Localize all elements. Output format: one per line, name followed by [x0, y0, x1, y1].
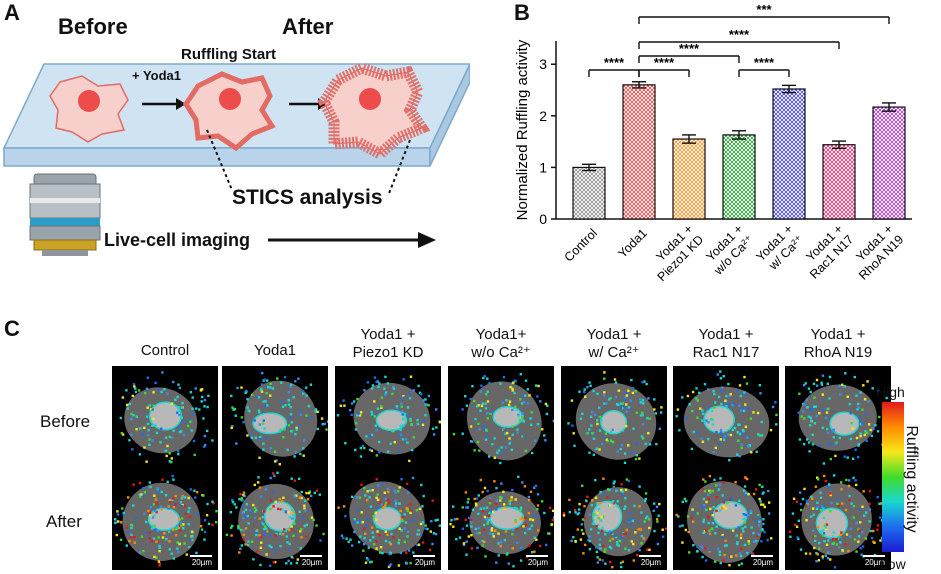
schematic-illustration	[2, 62, 470, 256]
column-header-line1: Control	[140, 342, 190, 359]
yoda-step-label: + Yoda1	[132, 68, 182, 83]
stics-analysis-label: STICS analysis	[232, 186, 383, 209]
scale-bar	[526, 555, 548, 557]
nucleus-after	[359, 88, 381, 110]
scale-bar-label: 20µm	[301, 558, 322, 567]
nucleus-before	[78, 90, 100, 112]
scale-bar	[190, 555, 212, 557]
column-header-line1: Yoda1 +	[360, 326, 416, 343]
bar-1	[572, 166, 606, 220]
bar-3	[672, 138, 706, 220]
column-header-line2: Piezo1 KD	[352, 344, 424, 361]
colorbar-low-label: Low	[880, 556, 906, 572]
significance-label: ****	[754, 55, 775, 70]
bar-7	[872, 106, 906, 220]
panel-a-label: A	[4, 0, 20, 25]
panel-b-label: B	[514, 0, 530, 25]
bar-5	[772, 88, 806, 220]
before-label: Before	[58, 14, 128, 39]
colorbar-title: Ruffling activity	[903, 425, 920, 533]
bar-6	[822, 144, 856, 220]
column-header-line1: Yoda1 +	[810, 326, 866, 343]
scale-bar-label: 20µm	[640, 558, 661, 567]
significance-label: ****	[679, 41, 700, 56]
microscopy-image-before-3	[335, 366, 441, 468]
column-header-line1: Yoda1 +	[586, 326, 642, 343]
microscopy-image-before-2	[222, 366, 328, 468]
microscopy-image-after-4: 20µm	[448, 468, 554, 570]
microscopy-image-before-6	[673, 366, 779, 468]
row-label-before: Before	[40, 412, 91, 431]
scale-bar	[863, 555, 885, 557]
column-header-line1: Yoda1+	[475, 326, 527, 343]
column-header-line1: Yoda1 +	[698, 326, 754, 343]
row-label-after: After	[46, 512, 82, 531]
scale-bar	[639, 555, 661, 557]
scale-bar	[413, 555, 435, 557]
scale-bar-label: 20µm	[752, 558, 773, 567]
bar-chart: 0 1 2 3 Normalized Ruffling activity Control Y…	[514, 2, 912, 284]
scale-bar-label: 20µm	[864, 558, 885, 567]
objective-lens-icon	[29, 173, 101, 256]
x-tick-label: Yoda1 +w/o Ca²⁺	[700, 222, 756, 278]
significance-label: ****	[654, 55, 675, 70]
x-tick-label: Yoda1 +RhoA N19	[846, 222, 907, 283]
x-tick-label: Yoda1 +Piezo1 KD	[644, 222, 706, 284]
scale-bar	[300, 555, 322, 557]
microscopy-image-after-5: 20µm	[561, 468, 667, 570]
after-label: After	[282, 14, 334, 39]
column-header-line2: w/ Ca²⁺	[588, 344, 640, 361]
x-tick-label: Yoda1	[615, 226, 650, 261]
live-cell-imaging-label: Live-cell imaging	[104, 230, 251, 250]
microscopy-image-after-2: 20µm	[222, 468, 328, 570]
column-header-line2: w/o Ca²⁺	[471, 344, 531, 361]
x-tick-label: Control	[562, 226, 600, 264]
y-tick-label: 2	[539, 108, 547, 124]
significance-label: ****	[604, 55, 625, 70]
microscopy-image-before-1	[112, 366, 218, 468]
significance-label: ***	[756, 2, 772, 17]
column-header-line2: Rac1 N17	[692, 344, 760, 361]
microscopy-image-before-4	[448, 366, 554, 468]
scale-bar-label: 20µm	[414, 558, 435, 567]
scale-bar	[751, 555, 773, 557]
bar-4	[722, 134, 756, 220]
bar-2	[622, 84, 656, 220]
column-header-line2: RhoA N19	[803, 344, 873, 361]
microscopy-image-after-6: 20µm	[673, 468, 779, 570]
microscopy-image-after-3: 20µm	[335, 468, 441, 570]
x-tick-label: Yoda1 +w/ Ca²⁺	[753, 222, 806, 275]
scale-bar-label: 20µm	[191, 558, 212, 567]
microscopy-image-after-7: 20µm	[785, 468, 891, 570]
panel-c-label: C	[4, 316, 20, 341]
column-header-line1: Yoda1	[254, 342, 296, 359]
significance-label: ****	[729, 27, 750, 42]
y-tick-label: 1	[539, 159, 547, 175]
x-tick-label: Yoda1 +Rac1 N17	[796, 222, 856, 282]
cell-ruffling-start	[183, 71, 276, 152]
y-axis-label: Normalized Ruffling activity	[514, 39, 531, 220]
nucleus-ruffling-start	[219, 88, 241, 110]
microscopy-image-before-7	[785, 366, 891, 468]
y-tick-label: 0	[539, 211, 547, 227]
scale-bar-label: 20µm	[527, 558, 548, 567]
colorbar-high-label: High	[876, 384, 905, 400]
colorbar-gradient	[882, 402, 904, 552]
microscopy-image-before-5	[561, 366, 667, 468]
ruffling-start-label: Ruffling Start	[181, 46, 276, 63]
glass-slide-edge	[3, 147, 431, 167]
microscopy-image-after-1: 20µm	[112, 468, 218, 570]
y-tick-label: 3	[539, 56, 547, 72]
